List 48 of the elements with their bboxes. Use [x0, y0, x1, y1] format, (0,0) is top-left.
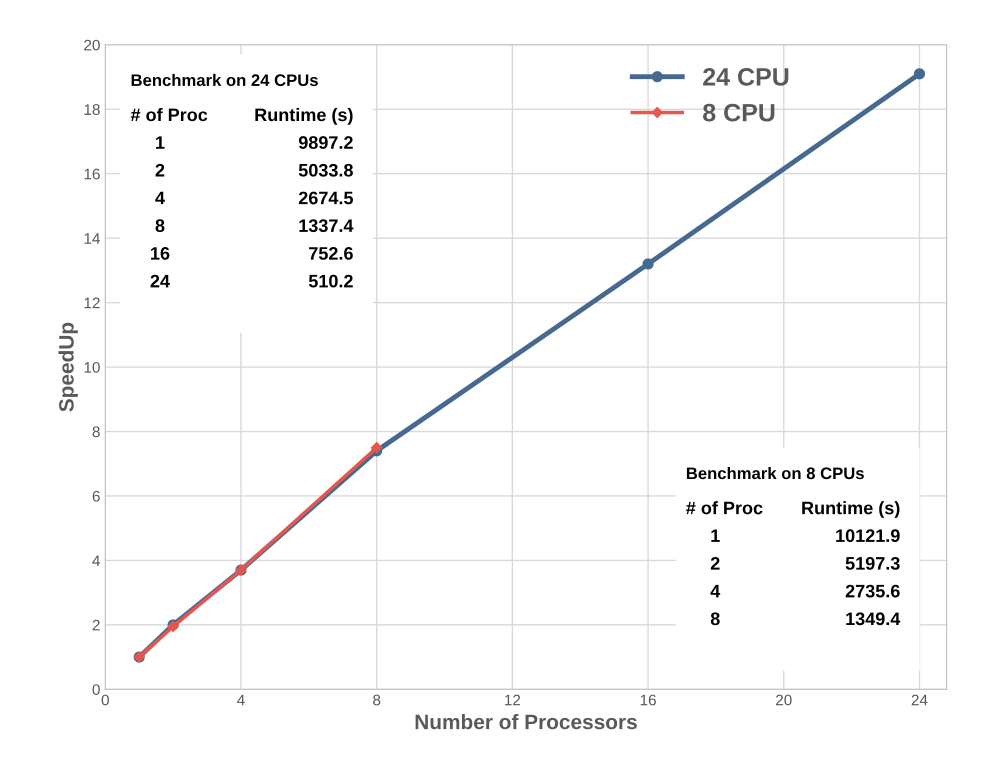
y-tick-label: 8 — [92, 426, 100, 438]
annotation: 9897.2 — [298, 136, 353, 149]
annotation: 1 — [711, 529, 720, 542]
legend-label: 8 CPU — [703, 104, 774, 122]
y-axis-title: SpeedUp — [58, 322, 78, 412]
x-tick-label: 20 — [776, 694, 792, 706]
annotation: 2674.5 — [298, 192, 353, 204]
annotation: 4 — [155, 192, 165, 204]
annotation: 2 — [710, 556, 720, 570]
y-tick-label: 16 — [84, 168, 100, 180]
y-tick-label: 4 — [92, 555, 100, 566]
x-axis-title: Number of Processors — [416, 714, 637, 730]
annotation: # of Proc — [686, 501, 763, 514]
x-tick-label: 12 — [505, 694, 520, 706]
annotation: 4 — [710, 584, 720, 598]
y-tick-label: 0 — [92, 684, 100, 696]
y-tick-label: 12 — [84, 298, 100, 308]
annotation: 510.2 — [308, 274, 353, 288]
annotation: 5033.8 — [298, 164, 353, 177]
y-tick-label: 14 — [84, 233, 100, 244]
annotation: 16 — [151, 247, 170, 260]
x-tick-label: 8 — [373, 694, 380, 706]
annotation: 8 — [710, 612, 720, 626]
y-tick-label: 18 — [84, 104, 100, 115]
y-tick-label: 20 — [84, 40, 100, 51]
annotation: 1 — [156, 136, 164, 149]
annotation: 2735.6 — [846, 584, 900, 598]
y-tick-label: 10 — [84, 362, 100, 373]
annotation: Runtime (s) — [255, 108, 353, 125]
annotation: 24 — [150, 274, 170, 288]
annotation: 10121.9 — [836, 529, 900, 542]
x-tick-label: 4 — [237, 694, 245, 706]
y-tick-label: 6 — [92, 490, 100, 502]
annotation: 8 — [156, 219, 164, 232]
annotation: Benchmark on 8 CPUs — [686, 466, 864, 480]
x-tick-label: 0 — [102, 694, 109, 706]
annotation: Benchmark on 24 CPUs — [132, 74, 318, 86]
annotation: 1337.4 — [299, 219, 354, 232]
annotation: # of Proc — [130, 108, 208, 122]
annotation: 1349.4 — [846, 612, 900, 626]
annotation: Runtime (s) — [802, 501, 900, 518]
annotation: 5197.3 — [846, 556, 900, 570]
annotation: 2 — [156, 164, 164, 176]
y-tick-label: 2 — [92, 620, 100, 630]
annotation: 752.6 — [309, 247, 353, 260]
legend-label: 24 CPU — [703, 68, 788, 86]
x-tick-label: 16 — [640, 694, 656, 706]
x-tick-label: 24 — [912, 694, 928, 706]
